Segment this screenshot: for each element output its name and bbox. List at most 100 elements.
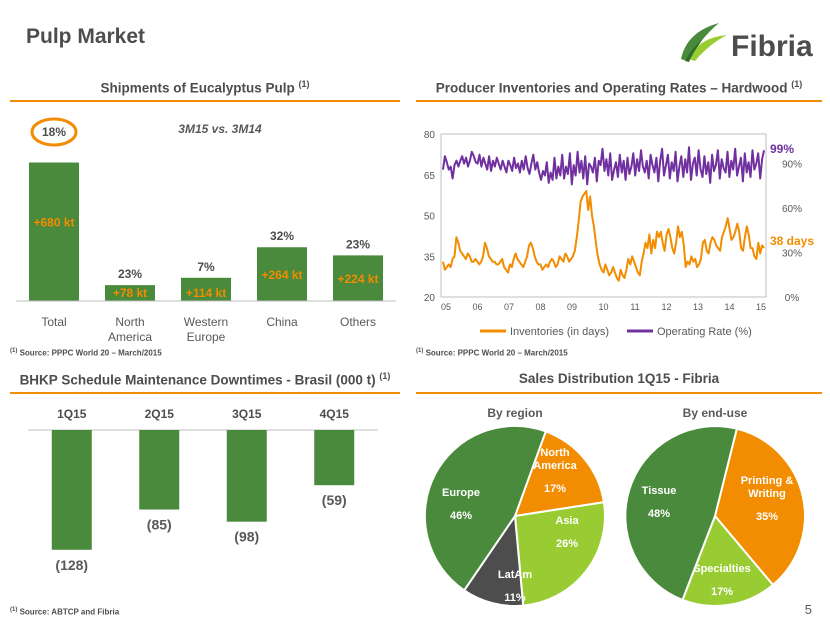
shipments-rule [10, 100, 400, 102]
y-right-tick-0: 90% [782, 160, 802, 171]
y-left-tick-1: 65 [424, 171, 436, 182]
quarter-label-1: 2Q15 [145, 407, 175, 421]
sales-title: Sales Distribution 1Q15 - Fibria [518, 371, 720, 386]
downtime-value-label-0: (128) [55, 557, 88, 573]
downtime-bar-2 [226, 430, 267, 522]
category-label-1-0: North [115, 315, 144, 329]
region-slice-label-1: Asia [555, 515, 579, 527]
shipments-source: (1) Source: PPPC World 20 – March/2015 [10, 348, 162, 358]
x-tick-1: 06 [472, 302, 482, 312]
page-title: Pulp Market [26, 25, 146, 48]
bar-pct-label-3: 32% [270, 229, 294, 243]
downtime-bar-1 [139, 430, 180, 510]
downtime-value-label-2: (98) [234, 529, 259, 545]
inventories-source: (1) Source: PPPC World 20 – March/2015 [416, 348, 568, 358]
downtime-value-label-3: (59) [322, 492, 347, 508]
x-tick-10: 15 [756, 302, 766, 312]
x-tick-8: 13 [693, 302, 703, 312]
enduse-slice-label-0-0: Printing & [741, 475, 794, 487]
enduse-slice-label-1: Specialties [693, 563, 750, 575]
enduse-pie-subtitle: By end-use [683, 406, 748, 420]
y-left-tick-0: 80 [424, 130, 436, 141]
bar-2 [181, 277, 231, 301]
bar-pct-label-0: 18% [42, 125, 66, 139]
bar-3 [257, 247, 307, 301]
plot-frame [440, 133, 767, 298]
region-slice-pct-1: 26% [556, 538, 578, 550]
x-tick-4: 09 [567, 302, 577, 312]
bar-pct-label-1: 23% [118, 267, 142, 281]
category-label-2-0: Western [184, 315, 228, 329]
y-left-tick-3: 35 [424, 252, 436, 263]
shipments-subtitle: 3M15 vs. 3M14 [178, 122, 262, 136]
inventories-end-label: 38 days [770, 234, 814, 248]
enduse-slice-0 [713, 427, 806, 587]
region-slice-label-2: LatAm [498, 569, 532, 581]
downtimes-title: BHKP Schedule Maintenance Downtimes - Br… [19, 371, 391, 388]
bar-pct-label-4: 23% [346, 237, 370, 251]
category-label-2-1: Europe [187, 330, 226, 344]
series-line-1 [442, 146, 765, 186]
region-slice-label-0-0: North [540, 447, 570, 459]
series-line-0 [442, 190, 765, 282]
shipments-chart: 3M15 vs. 3M14 +680 kt 18% Total +78 kt 23% Nor… [16, 117, 396, 344]
y-left-tick-2: 50 [424, 212, 436, 223]
legend-label-operating-rate: Operating Rate (%) [657, 326, 752, 338]
x-tick-3: 08 [535, 302, 545, 312]
downtimes-rule [10, 392, 400, 394]
x-tick-2: 07 [504, 302, 514, 312]
x-tick-6: 11 [630, 302, 639, 312]
y-right-tick-3: 0% [785, 293, 800, 304]
downtime-value-label-1: (85) [147, 517, 172, 533]
quarter-label-3: 4Q15 [320, 407, 350, 421]
region-slice-pct-0: 17% [544, 483, 566, 495]
enduse-slice-label-0-1: Writing [748, 488, 786, 500]
region-slice-label-0-1: America [533, 460, 577, 472]
enduse-slice-label-2: Tissue [642, 485, 677, 497]
bar-value-label-2: +114 kt [186, 286, 226, 300]
inventories-chart: 80 65 50 35 20 90% 60% 30% 0% 05 06 07 08 09 10 11 12 13 1… [424, 130, 814, 338]
enduse-slice-pct-2: 48% [648, 508, 670, 520]
enduse-slice-pct-1: 17% [711, 586, 733, 598]
y-left-tick-4: 20 [424, 293, 436, 304]
inventories-title: Producer Inventories and Operating Rates… [435, 79, 803, 96]
y-right-tick-1: 60% [782, 204, 802, 215]
region-pie-subtitle: By region [487, 406, 542, 420]
highlight-ring [30, 117, 78, 147]
downtimes-source: (1) Source: ABTCP and Fibria [10, 607, 120, 617]
bar-value-label-0: +680 kt [33, 216, 74, 230]
bar-value-label-1: +78 kt [113, 286, 147, 300]
bar-value-label-3: +264 kt [261, 268, 302, 282]
shipments-title: Shipments of Eucalyptus Pulp (1) [100, 79, 310, 96]
region-slice-pct-2: 11% [504, 592, 526, 604]
sales-rule [416, 392, 822, 394]
x-tick-0: 05 [441, 302, 451, 312]
fibria-logo: Fibria [681, 23, 813, 63]
downtimes-chart: 1Q15 (128) 2Q15 (85) 3Q15 (98) 4Q15 (59) [28, 407, 378, 573]
legend-label-inventories: Inventories (in days) [510, 326, 609, 338]
downtime-bar-3 [314, 430, 355, 486]
quarter-label-2: 3Q15 [232, 407, 262, 421]
logo-text: Fibria [731, 30, 813, 63]
x-tick-5: 10 [598, 302, 608, 312]
page-number: 5 [804, 602, 812, 617]
region-slice-label-3: Europe [442, 487, 480, 499]
operating-rate-end-label: 99% [770, 142, 794, 156]
region-slice-pct-3: 46% [450, 510, 472, 522]
region-slice-0 [513, 430, 606, 518]
category-label-4-0: Others [340, 315, 376, 329]
x-tick-9: 14 [724, 302, 734, 312]
leaf-icon [681, 23, 727, 62]
inventories-rule [416, 100, 822, 102]
enduse-slice-2 [624, 425, 739, 602]
region-slice-3 [423, 424, 548, 592]
y-right-tick-2: 30% [782, 249, 802, 260]
x-tick-7: 12 [661, 302, 671, 312]
bar-4 [333, 255, 383, 301]
bar-1 [105, 285, 155, 301]
downtime-bar-0 [51, 430, 92, 550]
enduse-slice-1 [681, 514, 775, 607]
enduse-slice-pct-0: 35% [756, 511, 778, 523]
category-label-3-0: China [266, 315, 298, 329]
